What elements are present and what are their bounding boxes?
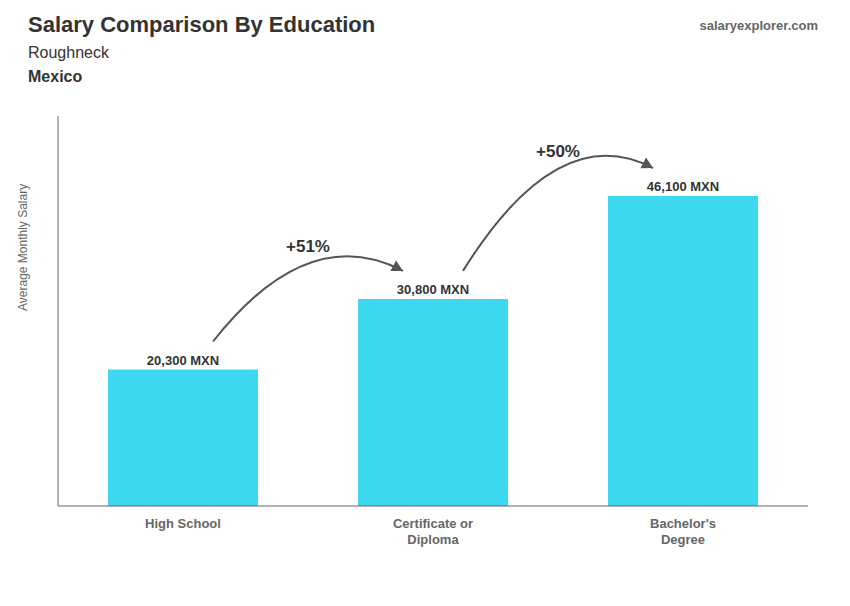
svg-text:+50%: +50% — [536, 142, 580, 161]
html-text:Roughneck: Roughneck — [28, 44, 109, 61]
svg-text:46,100 MXN: 46,100 MXN — [647, 179, 719, 194]
svg-text:+51%: +51% — [286, 237, 330, 256]
html-text:salaryexplorer.com: salaryexplorer.com — [699, 18, 818, 33]
svg-text:20,300 MXN: 20,300 MXN — [147, 353, 219, 368]
html-text:Mexico: Mexico — [28, 68, 83, 85]
svg-text:Certificate orDiploma: Certificate orDiploma — [393, 516, 473, 547]
svg-text:Average Monthly Salary: Average Monthly Salary — [16, 184, 30, 311]
html-text:Salary Comparison By Education: Salary Comparison By Education — [28, 12, 376, 37]
svg-text:Bachelor'sDegree: Bachelor'sDegree — [650, 516, 716, 547]
svg-text:High School: High School — [145, 516, 221, 531]
svg-text:30,800 MXN: 30,800 MXN — [397, 282, 469, 297]
